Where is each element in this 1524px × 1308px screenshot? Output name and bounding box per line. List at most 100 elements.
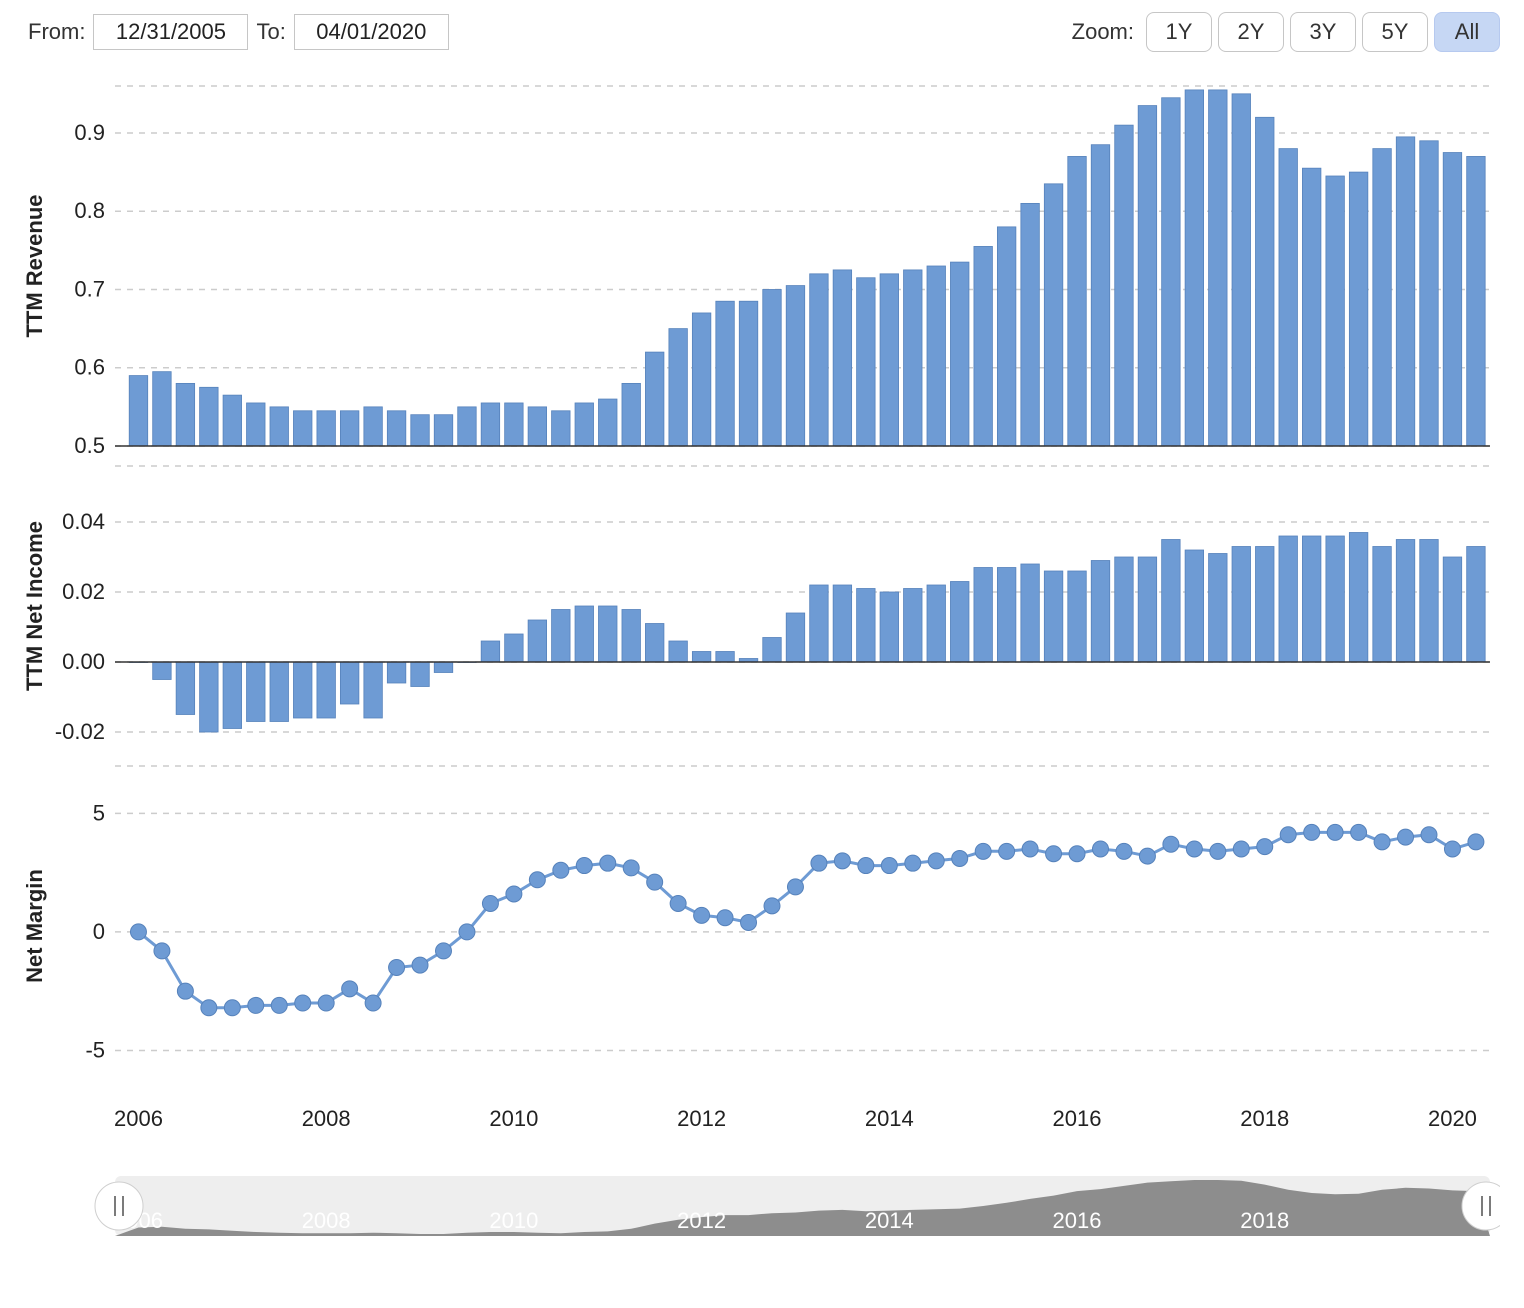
revenue-bar [880,274,898,446]
revenue-bar [692,313,710,446]
margin-marker [154,943,170,959]
margin-marker [811,855,827,871]
netincome-bar [833,585,851,662]
netincome-bar [786,613,804,662]
svg-text:0.9: 0.9 [74,120,105,145]
margin-marker [342,981,358,997]
svg-text:0: 0 [93,919,105,944]
margin-marker [201,1000,217,1016]
revenue-bar [505,403,523,446]
revenue-bar [387,411,405,446]
zoom-button-2y[interactable]: 2Y [1218,12,1284,52]
netincome-bar [622,610,640,663]
margin-marker [435,943,451,959]
scrubber-handle-left[interactable] [95,1182,143,1230]
netincome-bar [434,662,452,673]
revenue-bar [1115,125,1133,446]
revenue-bar [739,301,757,446]
revenue-bar [1255,117,1273,446]
svg-text:2006: 2006 [114,1106,163,1131]
revenue-bar [1185,90,1203,446]
margin-marker [787,879,803,895]
revenue-bar [1326,176,1344,446]
netincome-bar [340,662,358,704]
revenue-bar [669,329,687,446]
revenue-bar [340,411,358,446]
zoom-label: Zoom: [1072,19,1134,45]
netincome-bar [1326,536,1344,662]
revenue-bar [645,352,663,446]
svg-text:2012: 2012 [677,1106,726,1131]
netincome-bar [599,606,617,662]
svg-text:0.6: 0.6 [74,355,105,380]
netincome-bar [1373,547,1391,663]
margin-marker [130,924,146,940]
netincome-bar [247,662,265,722]
netincome-bar [645,624,663,663]
margin-line [139,832,1476,1007]
revenue-bar [247,403,265,446]
netincome-bar [692,652,710,663]
zoom-button-1y[interactable]: 1Y [1146,12,1212,52]
zoom-button-3y[interactable]: 3Y [1290,12,1356,52]
revenue-bar [458,407,476,446]
netincome-bar [223,662,241,729]
netincome-bar [1044,571,1062,662]
from-input[interactable] [93,14,248,50]
revenue-bar [974,246,992,446]
revenue-bar [129,376,147,446]
netincome-bar [1091,561,1109,663]
revenue-bar [153,372,171,446]
revenue-bar [223,395,241,446]
svg-text:0.5: 0.5 [74,433,105,458]
netincome-bar [716,652,734,663]
revenue-bar [1209,90,1227,446]
netincome-bar [153,662,171,680]
zoom-button-all[interactable]: All [1434,12,1500,52]
revenue-bar [1443,153,1461,446]
revenue-bar [364,407,382,446]
revenue-bar [904,270,922,446]
margin-marker [459,924,475,940]
margin-marker [1092,841,1108,857]
netincome-bar [1068,571,1086,662]
margin-marker [271,997,287,1013]
revenue-bar [575,403,593,446]
margin-marker [975,843,991,859]
netincome-bar [974,568,992,663]
netincome-bar [880,592,898,662]
margin-marker [1280,827,1296,843]
from-label: From: [28,19,85,45]
netincome-bar [1302,536,1320,662]
revenue-bar [857,278,875,446]
svg-text:2008: 2008 [302,1208,351,1233]
svg-text:-5: -5 [85,1037,105,1062]
revenue-bar [810,274,828,446]
toolbar: From: To: Zoom: 1Y2Y3Y5YAll [20,10,1504,66]
svg-text:Net Margin: Net Margin [22,869,47,983]
margin-marker [764,898,780,914]
margin-marker [1398,829,1414,845]
date-range: From: To: [28,14,449,50]
revenue-bar [552,411,570,446]
revenue-bar [1068,156,1086,446]
netincome-bar [1115,557,1133,662]
netincome-bar [317,662,335,718]
margin-marker [1327,824,1343,840]
netincome-bar [810,585,828,662]
chart-svg: 0.50.60.70.80.9TTM Revenue-0.020.000.020… [20,66,1500,1306]
margin-marker [1116,843,1132,859]
revenue-bar [411,415,429,446]
to-input[interactable] [294,14,449,50]
svg-text:2014: 2014 [865,1106,914,1131]
netincome-bar [364,662,382,718]
revenue-bar [1044,184,1062,446]
margin-marker [412,957,428,973]
zoom-button-5y[interactable]: 5Y [1362,12,1428,52]
svg-text:2016: 2016 [1053,1208,1102,1233]
margin-marker [1233,841,1249,857]
netincome-bar [927,585,945,662]
svg-text:0.04: 0.04 [62,509,105,534]
netincome-bar [1209,554,1227,663]
margin-marker [717,910,733,926]
